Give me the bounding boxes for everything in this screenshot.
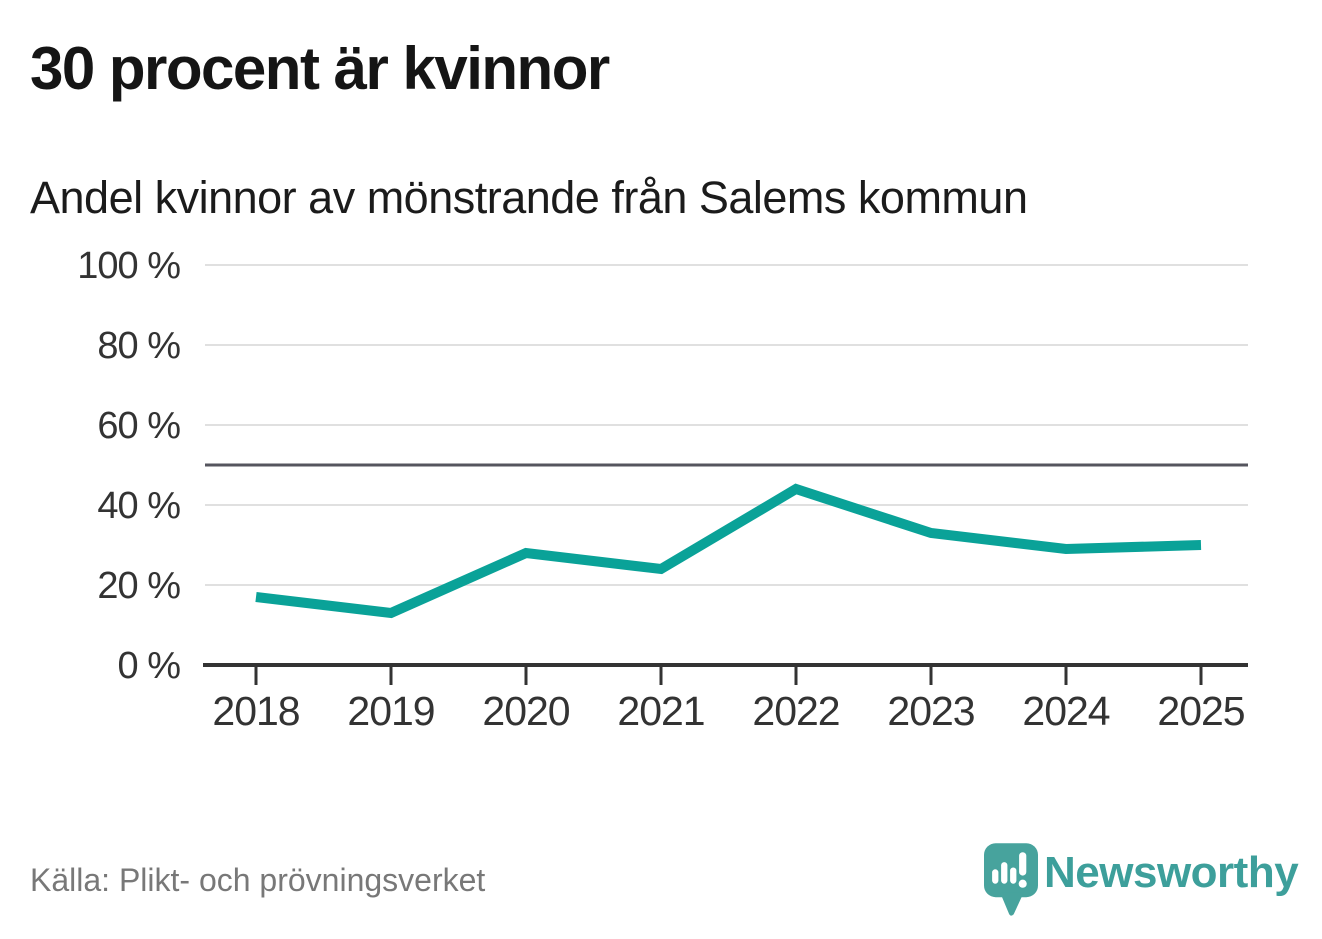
- y-tick-label-80: 80 %: [97, 325, 180, 367]
- x-tick-label-2018: 2018: [212, 688, 299, 734]
- bar-chart-bar-1: [992, 869, 999, 884]
- y-tick-label-20: 20 %: [97, 565, 180, 607]
- y-tick-label-100: 100 %: [77, 245, 180, 287]
- x-tick-label-2024: 2024: [1022, 688, 1109, 734]
- bar-chart-bar-2: [1001, 862, 1008, 884]
- x-tick-label-2023: 2023: [887, 688, 974, 734]
- y-tick-label-40: 40 %: [97, 485, 180, 527]
- newsworthy-logo-icon: [984, 843, 1038, 916]
- x-tick-label-2021: 2021: [617, 688, 704, 734]
- x-tick-label-2019: 2019: [347, 688, 434, 734]
- y-tick-label-60: 60 %: [97, 405, 180, 447]
- speech-bubble-tail: [1000, 892, 1024, 916]
- bar-chart-bar-3: [1010, 867, 1017, 884]
- data-line-andel-kvinnor-av-mönstrande: [255, 483, 1202, 619]
- x-tick-label-2025: 2025: [1157, 688, 1244, 734]
- x-tick-label-2020: 2020: [482, 688, 569, 734]
- line-chart-plot: 0 % 20 % 40 % 60 % 80 % 100 % 2018 2019 2020 2021…: [77, 245, 1248, 734]
- chart-subtitle: Andel kvinnor av mönstrande från Salems …: [30, 172, 1028, 223]
- exclamation-dot: [1018, 879, 1027, 888]
- chart-title: 30 procent är kvinnor: [30, 35, 610, 102]
- source-note: Källa: Plikt- och prövningsverket: [30, 862, 486, 898]
- exclamation-stem: [1019, 852, 1027, 876]
- newsworthy-logo-text: Newsworthy: [1044, 848, 1299, 897]
- newsworthy-logo: Newsworthy: [984, 843, 1304, 923]
- x-tick-label-2022: 2022: [752, 688, 839, 734]
- y-tick-label-0: 0 %: [118, 645, 181, 687]
